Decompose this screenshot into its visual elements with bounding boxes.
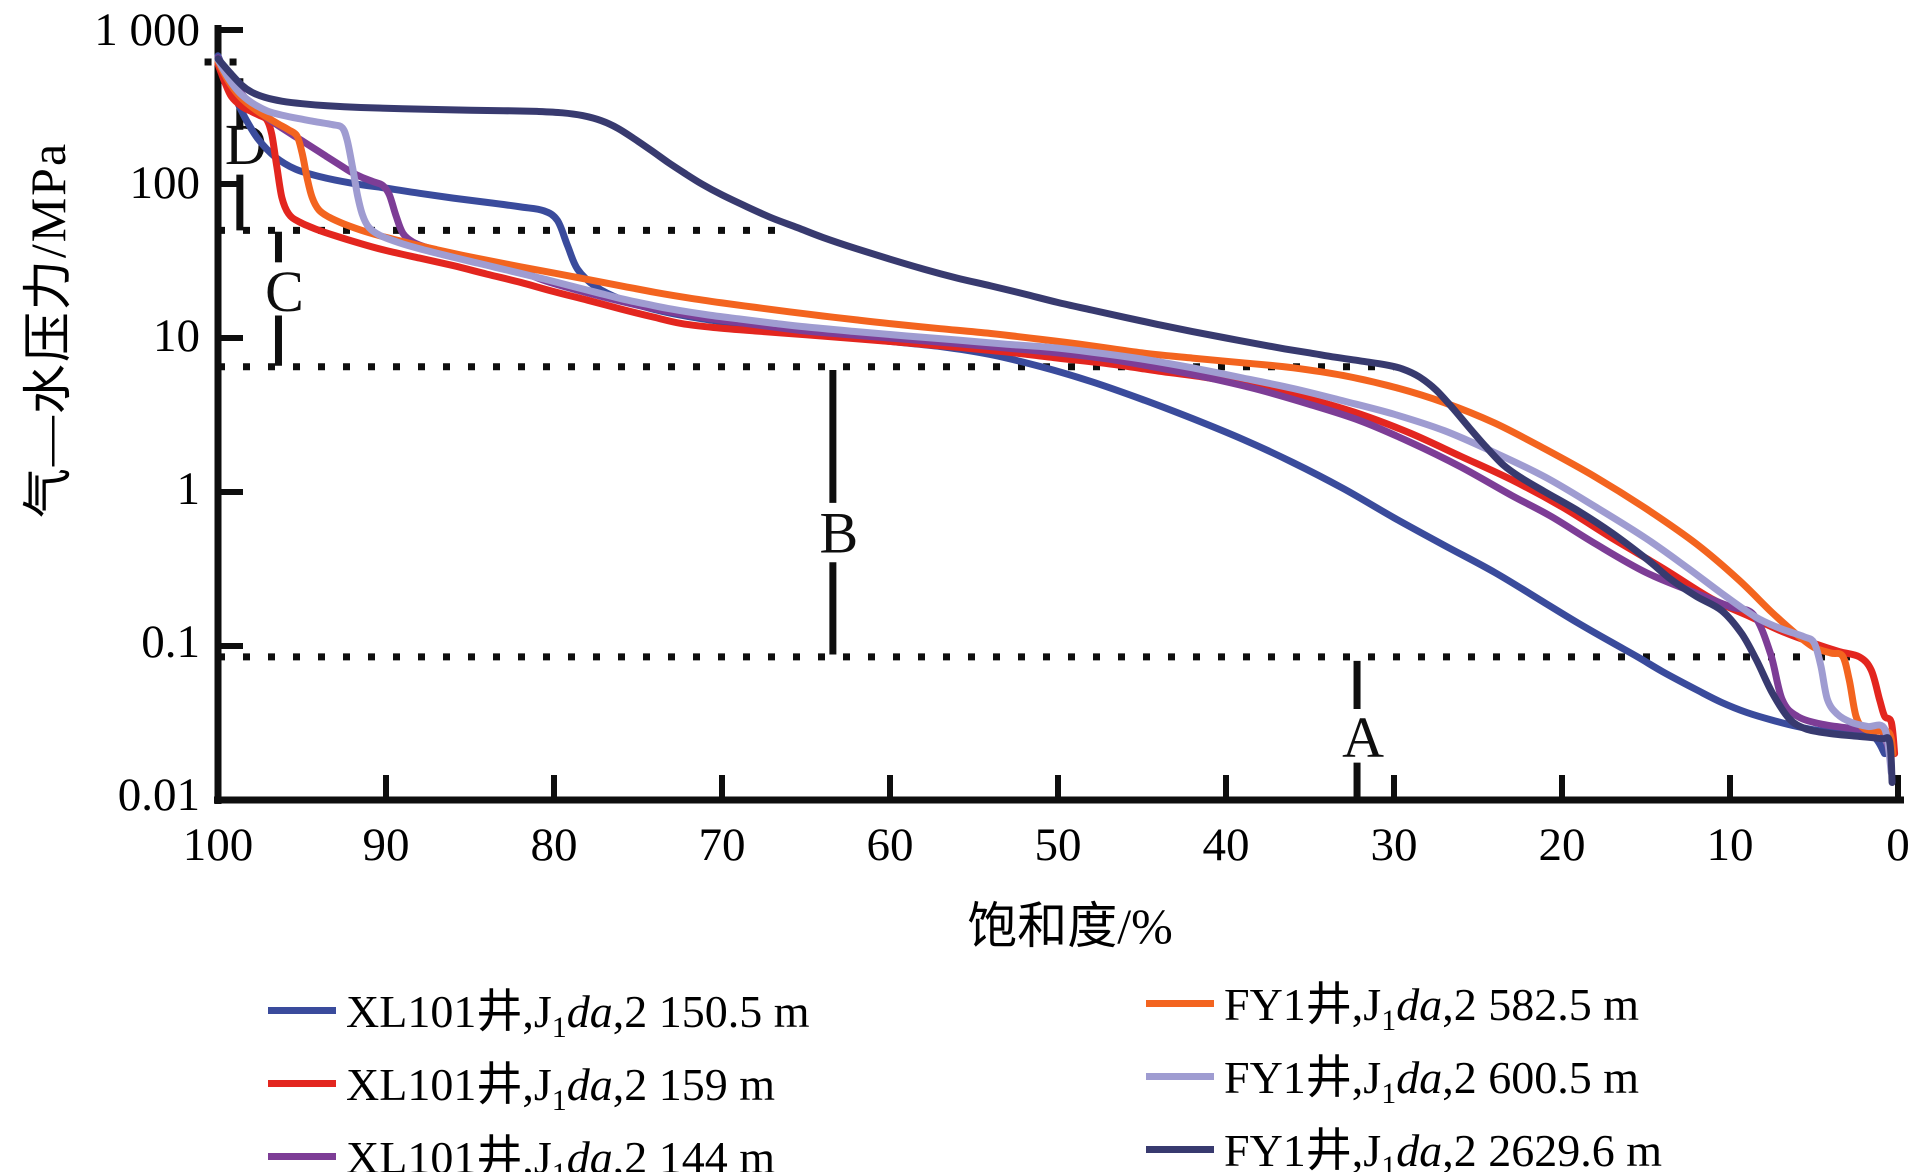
x-tick-label: 10 — [1706, 819, 1754, 871]
legend-label: FY1井,J1da,2 2629.6 m — [1224, 1125, 1662, 1172]
x-tick-label: 40 — [1202, 819, 1250, 871]
legend-label: XL101井,J1da,2 159 m — [346, 1059, 776, 1117]
series-curve — [214, 60, 1899, 758]
legend-item: FY1井,J1da,2 600.5 m — [1146, 1041, 1639, 1111]
legend-line-swatch — [268, 1152, 336, 1160]
x-tick-label: 90 — [362, 819, 410, 871]
x-tick-label: 60 — [866, 819, 914, 871]
y-axis-title: 气—水压力/MPa — [20, 141, 76, 519]
legend-line-swatch — [268, 1006, 336, 1014]
legend-label: FY1井,J1da,2 600.5 m — [1224, 1052, 1639, 1110]
legend-item: XL101井,J1da,2 159 m — [268, 1048, 775, 1118]
series-curve — [214, 52, 1889, 758]
y-tick-label: 0.1 — [141, 616, 200, 668]
legend-label: FY1井,J1da,2 582.5 m — [1224, 979, 1639, 1037]
legend-line-swatch — [1146, 999, 1214, 1007]
y-tick-label: 100 — [129, 157, 201, 209]
y-tick-label: 10 — [153, 310, 200, 362]
y-tick-label: 1 — [176, 463, 201, 515]
legend-line-swatch — [1146, 1145, 1214, 1153]
legend-line-swatch — [1146, 1072, 1214, 1080]
legend-item: XL101井,J1da,2 150.5 m — [268, 975, 810, 1045]
x-tick-label: 100 — [182, 819, 254, 871]
annotation-letter: C — [265, 259, 304, 324]
annotation-letter: B — [820, 501, 859, 566]
legend-item: XL101井,J1da,2 144 m — [268, 1121, 775, 1172]
x-tick-label: 20 — [1538, 819, 1586, 871]
y-tick-label: 0.01 — [117, 769, 200, 821]
legend-item: FY1井,J1da,2 2629.6 m — [1146, 1114, 1662, 1172]
series-curve — [214, 54, 1894, 758]
x-tick-label: 0 — [1886, 819, 1910, 871]
x-tick-label: 30 — [1370, 819, 1418, 871]
legend-line-swatch — [268, 1079, 336, 1087]
annotation-letter: A — [1342, 705, 1384, 770]
x-tick-label: 50 — [1034, 819, 1082, 871]
legend-label: XL101井,J1da,2 150.5 m — [346, 986, 810, 1044]
y-tick-label: 1 000 — [94, 4, 200, 56]
series-curve — [214, 58, 1897, 758]
x-tick-label: 80 — [530, 819, 578, 871]
x-tick-label: 70 — [698, 819, 746, 871]
x-axis-title: 饱和度/% — [967, 898, 1173, 954]
series-curve — [214, 56, 1895, 777]
legend-label: XL101井,J1da,2 144 m — [346, 1132, 776, 1172]
legend-item: FY1井,J1da,2 582.5 m — [1146, 968, 1639, 1038]
series-curve — [214, 55, 1896, 786]
